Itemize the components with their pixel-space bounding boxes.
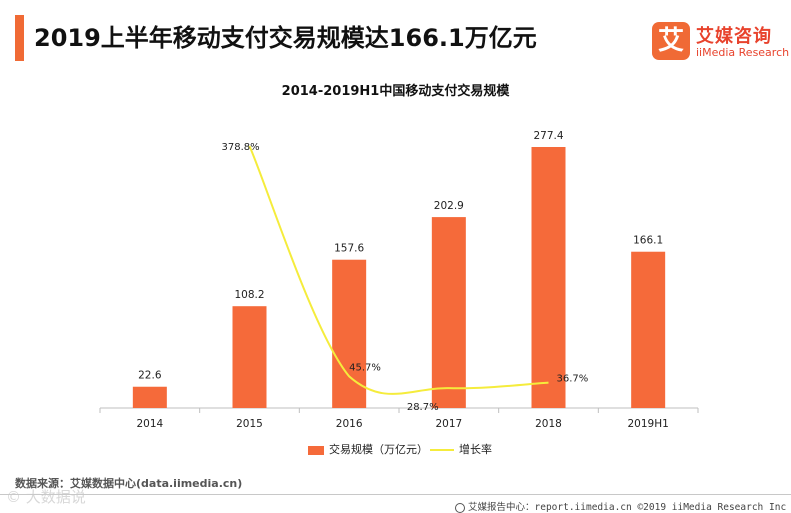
growth-label-2015: 378.8% — [222, 142, 260, 153]
growth-label-2017: 28.7% — [407, 402, 439, 413]
bar-2018 — [531, 147, 566, 408]
footer-divider — [0, 494, 791, 495]
bar-label-2015: 108.2 — [234, 289, 264, 301]
logo-mark: 艾 — [652, 22, 690, 60]
title-accent-bar — [15, 15, 24, 61]
bar-label-2018: 277.4 — [533, 130, 563, 142]
growth-label-2016: 45.7% — [349, 362, 381, 373]
growth-label-2018: 36.7% — [557, 374, 589, 385]
page-title: 2019上半年移动支付交易规模达166.1万亿元 — [34, 24, 537, 52]
x-tick-label-2019H1: 2019H1 — [628, 418, 669, 430]
legend-item-line: 增长率 — [430, 441, 492, 457]
legend-label-line: 增长率 — [459, 443, 492, 456]
data-source: 数据来源：艾媒数据中心(data.iimedia.cn) — [15, 477, 243, 490]
bar-label-2019H1: 166.1 — [633, 235, 663, 247]
brand-logo: 艾 艾媒咨询 iiMedia Research — [652, 22, 789, 66]
x-tick-label-2018: 2018 — [535, 418, 562, 430]
growth-rate-line — [248, 145, 549, 395]
legend-swatch-bar — [308, 445, 324, 455]
x-tick-label-2015: 2015 — [236, 418, 263, 430]
legend-label-bar: 交易规模（万亿元） — [329, 443, 428, 456]
logo-text-en: iiMedia Research — [696, 46, 790, 59]
chart-title: 2014-2019H1中国移动支付交易规模 — [281, 84, 510, 99]
footer-text: 艾媒报告中心：report.iimedia.cn ©2019 iiMedia R… — [468, 502, 787, 513]
legend-item-bar: 交易规模（万亿元） — [308, 441, 428, 457]
bar-label-2014: 22.6 — [138, 370, 162, 382]
bar-2016 — [332, 259, 367, 408]
x-tick-label-2017: 2017 — [435, 418, 462, 430]
x-tick-label-2014: 2014 — [136, 418, 163, 430]
legend-swatch-line — [430, 449, 454, 451]
bar-2015 — [232, 306, 267, 408]
footer: 艾媒报告中心：report.iimedia.cn ©2019 iiMedia R… — [455, 499, 786, 513]
logo-text-cn: 艾媒咨询 — [696, 26, 772, 47]
globe-icon — [455, 502, 465, 513]
bar-label-2017: 202.9 — [434, 200, 464, 212]
bar-2017 — [431, 217, 466, 408]
watermark: © 大数据说 — [6, 488, 86, 506]
bar-2014 — [132, 386, 167, 408]
bar-label-2016: 157.6 — [334, 243, 364, 255]
x-tick-label-2016: 2016 — [336, 418, 363, 430]
bar-2019H1 — [631, 251, 666, 408]
